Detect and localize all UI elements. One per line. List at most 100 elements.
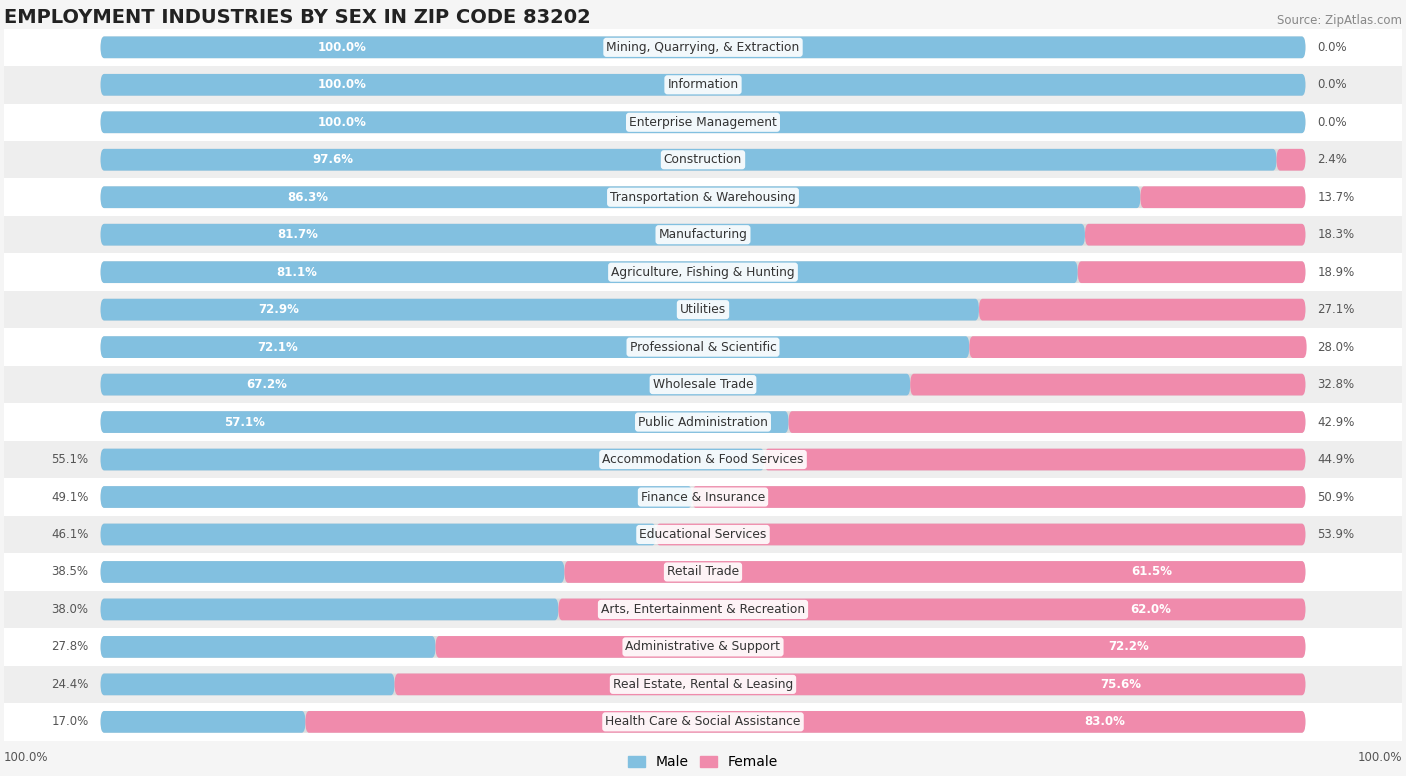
Text: 55.1%: 55.1% [52, 453, 89, 466]
FancyBboxPatch shape [101, 262, 1305, 283]
Text: 100.0%: 100.0% [318, 116, 367, 129]
Bar [4, 254, 1402, 291]
Text: Real Estate, Rental & Leasing: Real Estate, Rental & Leasing [613, 678, 793, 691]
Text: Utilities: Utilities [681, 303, 725, 316]
Text: 97.6%: 97.6% [312, 153, 353, 166]
Text: 86.3%: 86.3% [288, 191, 329, 204]
Bar [4, 591, 1402, 629]
Text: 61.5%: 61.5% [1130, 566, 1173, 578]
FancyBboxPatch shape [558, 598, 1305, 620]
FancyBboxPatch shape [101, 112, 1305, 133]
Text: Administrative & Support: Administrative & Support [626, 640, 780, 653]
FancyBboxPatch shape [979, 299, 1305, 320]
Bar [4, 216, 1402, 254]
FancyBboxPatch shape [101, 486, 692, 508]
Text: 24.4%: 24.4% [51, 678, 89, 691]
Bar [4, 516, 1402, 553]
FancyBboxPatch shape [101, 36, 1305, 58]
Bar [4, 178, 1402, 216]
Text: 44.9%: 44.9% [1317, 453, 1355, 466]
Text: Public Administration: Public Administration [638, 416, 768, 428]
Text: 49.1%: 49.1% [51, 490, 89, 504]
Text: 17.0%: 17.0% [51, 715, 89, 729]
Text: 46.1%: 46.1% [51, 528, 89, 541]
FancyBboxPatch shape [101, 486, 1305, 508]
Text: Health Care & Social Assistance: Health Care & Social Assistance [606, 715, 800, 729]
Bar [4, 478, 1402, 516]
FancyBboxPatch shape [101, 711, 1305, 733]
Text: 2.4%: 2.4% [1317, 153, 1347, 166]
FancyBboxPatch shape [101, 36, 1305, 58]
FancyBboxPatch shape [101, 674, 1305, 695]
Text: Transportation & Warehousing: Transportation & Warehousing [610, 191, 796, 204]
FancyBboxPatch shape [101, 374, 910, 396]
Text: 13.7%: 13.7% [1317, 191, 1355, 204]
Bar [4, 629, 1402, 666]
Text: Finance & Insurance: Finance & Insurance [641, 490, 765, 504]
Bar [4, 441, 1402, 478]
Text: 72.1%: 72.1% [257, 341, 298, 354]
Text: 0.0%: 0.0% [1317, 41, 1347, 54]
FancyBboxPatch shape [101, 411, 1305, 433]
Text: Educational Services: Educational Services [640, 528, 766, 541]
Text: 0.0%: 0.0% [1317, 116, 1347, 129]
FancyBboxPatch shape [395, 674, 1305, 695]
Text: 100.0%: 100.0% [4, 751, 49, 764]
Text: Agriculture, Fishing & Hunting: Agriculture, Fishing & Hunting [612, 265, 794, 279]
Text: 27.1%: 27.1% [1317, 303, 1355, 316]
FancyBboxPatch shape [101, 524, 657, 546]
Legend: Male, Female: Male, Female [623, 750, 783, 775]
Bar [4, 291, 1402, 328]
Text: Information: Information [668, 78, 738, 92]
Text: Arts, Entertainment & Recreation: Arts, Entertainment & Recreation [600, 603, 806, 616]
Bar [4, 365, 1402, 404]
Bar [4, 328, 1402, 365]
Text: Construction: Construction [664, 153, 742, 166]
Text: Accommodation & Food Services: Accommodation & Food Services [602, 453, 804, 466]
FancyBboxPatch shape [305, 711, 1305, 733]
FancyBboxPatch shape [657, 524, 1305, 546]
Text: 18.9%: 18.9% [1317, 265, 1355, 279]
FancyBboxPatch shape [101, 561, 1305, 583]
Bar [4, 404, 1402, 441]
Text: Enterprise Management: Enterprise Management [628, 116, 778, 129]
Text: 32.8%: 32.8% [1317, 378, 1354, 391]
FancyBboxPatch shape [789, 411, 1305, 433]
FancyBboxPatch shape [1078, 262, 1305, 283]
Text: 38.0%: 38.0% [52, 603, 89, 616]
Text: 42.9%: 42.9% [1317, 416, 1355, 428]
Text: 27.8%: 27.8% [51, 640, 89, 653]
FancyBboxPatch shape [101, 711, 305, 733]
FancyBboxPatch shape [564, 561, 1305, 583]
FancyBboxPatch shape [101, 374, 1305, 396]
Text: 0.0%: 0.0% [1317, 78, 1347, 92]
FancyBboxPatch shape [101, 299, 979, 320]
FancyBboxPatch shape [101, 223, 1085, 245]
FancyBboxPatch shape [101, 636, 1305, 658]
Text: 62.0%: 62.0% [1130, 603, 1171, 616]
Text: 18.3%: 18.3% [1317, 228, 1354, 241]
FancyBboxPatch shape [969, 336, 1306, 358]
Text: 28.0%: 28.0% [1317, 341, 1354, 354]
FancyBboxPatch shape [101, 561, 564, 583]
FancyBboxPatch shape [101, 74, 1305, 95]
FancyBboxPatch shape [436, 636, 1305, 658]
FancyBboxPatch shape [101, 186, 1305, 208]
FancyBboxPatch shape [101, 336, 969, 358]
Bar [4, 103, 1402, 141]
Bar [4, 553, 1402, 591]
Bar [4, 29, 1402, 66]
Text: 83.0%: 83.0% [1084, 715, 1125, 729]
FancyBboxPatch shape [101, 449, 1305, 470]
Bar [4, 66, 1402, 103]
Text: Source: ZipAtlas.com: Source: ZipAtlas.com [1277, 14, 1402, 26]
Text: 100.0%: 100.0% [318, 41, 367, 54]
FancyBboxPatch shape [101, 186, 1140, 208]
Text: 53.9%: 53.9% [1317, 528, 1354, 541]
FancyBboxPatch shape [101, 336, 1305, 358]
Text: 100.0%: 100.0% [318, 78, 367, 92]
Text: Mining, Quarrying, & Extraction: Mining, Quarrying, & Extraction [606, 41, 800, 54]
FancyBboxPatch shape [101, 112, 1305, 133]
FancyBboxPatch shape [1085, 223, 1305, 245]
Text: 38.5%: 38.5% [52, 566, 89, 578]
